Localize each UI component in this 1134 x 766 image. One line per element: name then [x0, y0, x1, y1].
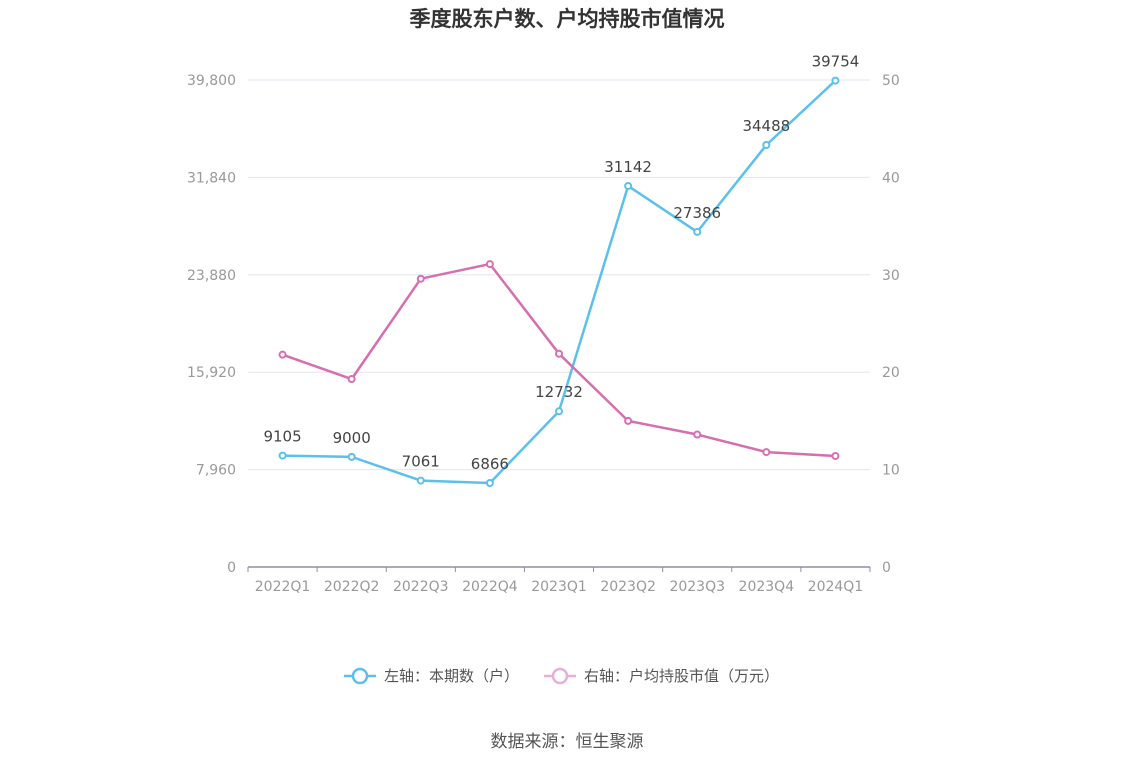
right-axis-tick: 20 — [882, 365, 900, 381]
left-axis-tick: 7,960 — [196, 463, 236, 479]
data-labels: 9105 9000 7061 6866 12732 31142 27386 34488 3975… — [263, 53, 859, 473]
x-axis-tick: 2023Q4 — [739, 579, 795, 595]
data-point — [624, 416, 633, 425]
data-point — [278, 451, 287, 460]
data-point — [693, 430, 702, 439]
data-label: 27386 — [673, 204, 721, 222]
data-label: 34488 — [742, 117, 790, 135]
series-line-right — [282, 262, 836, 458]
data-label: 31142 — [604, 158, 652, 176]
data-label: 6866 — [471, 455, 509, 473]
x-axis-tick: 2023Q1 — [531, 579, 587, 595]
data-label: 7061 — [402, 453, 440, 471]
data-point — [693, 227, 702, 236]
source-note: 数据来源：恒生聚源 — [491, 732, 644, 752]
right-axis-tick: 50 — [882, 73, 900, 89]
data-point — [485, 260, 494, 269]
right-axis-tick: 30 — [882, 268, 900, 284]
legend-marker — [351, 667, 369, 685]
left-axis-tick: 31,840 — [187, 170, 236, 186]
data-point — [555, 407, 563, 416]
x-axis-tick: 2022Q4 — [462, 579, 518, 595]
data-point — [831, 76, 840, 85]
data-point — [555, 349, 563, 358]
legend-label: 右轴：户均持股市值（万元） — [584, 667, 779, 685]
axes: 0 0 7,960 10 15,920 20 23,880 30 31,840 40 39,800 5… — [187, 73, 900, 595]
x-axis-tick: 2023Q2 — [600, 579, 656, 595]
data-point — [347, 452, 356, 461]
left-axis-tick: 23,880 — [187, 268, 236, 284]
legend[interactable]: 左轴：本期数（户） 右轴：户均持股市值（万元） — [344, 667, 779, 685]
right-axis-tick: 0 — [882, 560, 891, 576]
right-axis-tick: 40 — [882, 170, 900, 186]
data-point — [347, 375, 356, 384]
x-axis-tick: 2022Q3 — [393, 579, 449, 595]
data-point — [762, 448, 771, 457]
data-point — [278, 350, 287, 359]
data-point — [624, 181, 633, 190]
legend-label: 左轴：本期数（户） — [384, 667, 519, 685]
grid-lines — [248, 79, 870, 471]
x-axis-tick: 2022Q2 — [324, 579, 380, 595]
data-point — [762, 140, 771, 149]
data-point — [416, 476, 425, 485]
series-line-left — [282, 79, 837, 485]
x-axis-tick: 2024Q1 — [808, 579, 864, 595]
x-axis-tick: 2022Q1 — [255, 579, 311, 595]
legend-marker — [551, 667, 569, 685]
legend-item-left[interactable]: 左轴：本期数（户） — [344, 667, 519, 685]
data-label: 9000 — [333, 429, 371, 447]
data-label: 12732 — [535, 383, 583, 401]
chart-title: 季度股东户数、户均持股市值情况 — [410, 7, 725, 31]
left-axis-tick: 15,920 — [187, 365, 236, 381]
series-layer — [278, 76, 840, 487]
data-label: 9105 — [263, 428, 301, 446]
data-label: 39754 — [812, 53, 860, 71]
left-axis-tick: 0 — [227, 560, 236, 576]
data-point — [831, 451, 840, 460]
legend-item-right[interactable]: 右轴：户均持股市值（万元） — [544, 667, 779, 685]
data-point — [416, 274, 425, 283]
right-axis-tick: 10 — [882, 463, 900, 479]
left-axis-tick: 39,800 — [187, 73, 236, 89]
data-point — [485, 478, 494, 487]
x-axis-tick: 2023Q3 — [669, 579, 725, 595]
